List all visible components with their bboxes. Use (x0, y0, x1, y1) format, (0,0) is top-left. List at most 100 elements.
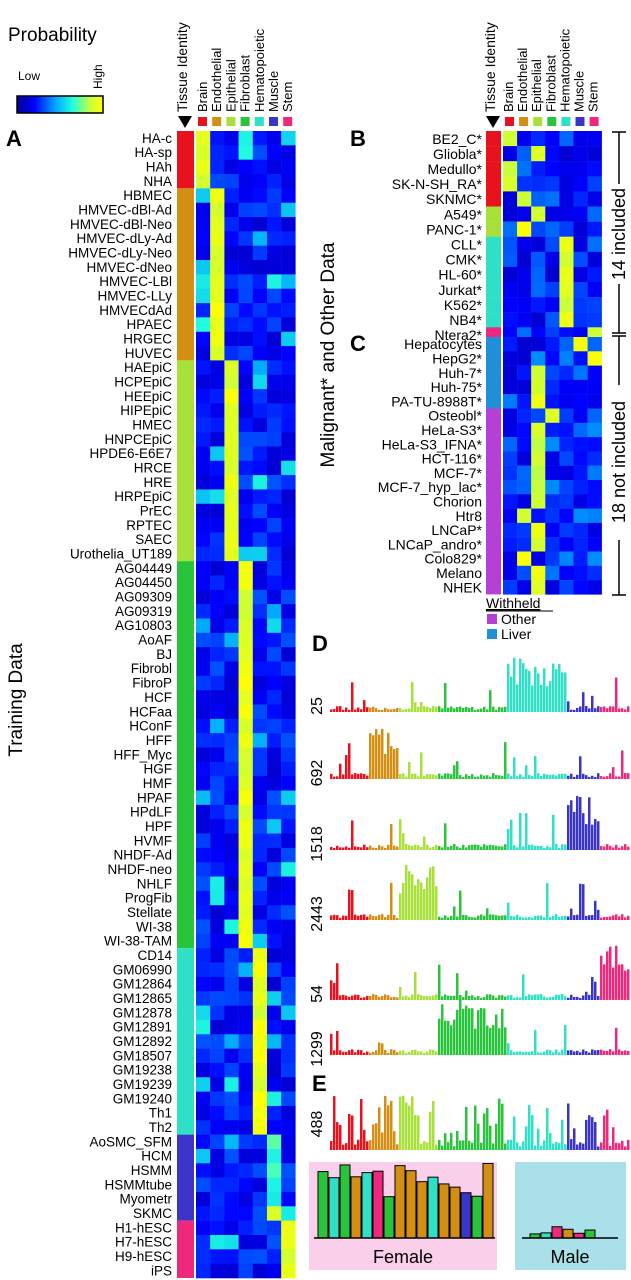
track-bar-d (483, 706, 486, 712)
heatmap-cell-a (238, 1077, 253, 1092)
heatmap-cell-a (224, 991, 239, 1006)
heatmap-cell-a (224, 1019, 239, 1035)
track-bar-d (516, 1051, 519, 1055)
track-bar-d (471, 995, 474, 1000)
row-label-a: GM06990 (113, 962, 172, 977)
track-bar-d (585, 775, 588, 779)
row-label-a: HMVEC-dBl-Ad (78, 202, 172, 217)
female-bar (317, 1171, 329, 1239)
track-bar-d (579, 1052, 582, 1055)
heatmap-cell-c (559, 465, 574, 481)
identity-bar-a-4 (177, 948, 194, 1135)
heatmap-cell-a (252, 933, 268, 949)
heatmap-cell-a (196, 374, 211, 390)
heatmap-cell-a (224, 131, 239, 146)
track-bar-d (513, 757, 516, 779)
track-bar-d (396, 917, 399, 920)
track-bar-d (441, 1004, 444, 1055)
heatmap-cell-b (559, 146, 574, 162)
track-bar-d (375, 916, 378, 920)
row-label-a: HMVEC-dBl-Neo (70, 217, 172, 232)
track-bar-d (447, 846, 450, 850)
identity-bar-a-3 (177, 561, 194, 949)
heatmap-cell-a (252, 604, 268, 619)
track-bar-d (462, 997, 465, 1000)
heatmap-cell-c (517, 408, 532, 423)
track-bar-e (402, 1095, 405, 1150)
track-bar-d (504, 1027, 507, 1055)
track-bar-d (438, 773, 441, 779)
track-bar-d (609, 845, 612, 850)
heatmap-cell-a (281, 260, 296, 275)
heatmap-cell-c (559, 565, 574, 581)
heatmap-cell-b (573, 146, 588, 162)
track-bar-d (345, 755, 348, 779)
track-bar-d (423, 775, 426, 779)
heatmap-cell-c (587, 337, 602, 352)
heatmap-cell-a (252, 761, 268, 777)
track-bar-d (357, 707, 360, 712)
heatmap-cell-b (573, 282, 588, 298)
heatmap-cell-a (281, 1191, 296, 1207)
heatmap-cell-a (196, 1234, 211, 1250)
track-bar-d (468, 916, 471, 920)
heatmap-cell-a (252, 1048, 268, 1064)
track-bar-d (477, 915, 480, 920)
heatmap-cell-b (531, 236, 546, 252)
heatmap-cell-a (281, 661, 296, 677)
track-bar-e (477, 1123, 480, 1150)
heatmap-cell-b (531, 191, 546, 207)
track-bar-d (546, 1049, 549, 1055)
track-bar-d (384, 847, 387, 850)
heatmap-cell-c (503, 437, 518, 452)
heatmap-cell-a (252, 733, 268, 748)
track-bar-d (351, 1049, 354, 1055)
track-bar-d (519, 1051, 522, 1055)
row-label-a: GM12865 (113, 991, 172, 1006)
track-bar-d (561, 916, 564, 920)
track-bar-e (618, 1143, 621, 1150)
header-tissue-b-4: Hematopoietic (557, 28, 572, 112)
track-bar-d (345, 707, 348, 712)
row-label-c: HeLa-S3_IFNA* (382, 436, 483, 452)
row-label-a: HPdLF (130, 805, 172, 820)
heatmap-cell-a (210, 618, 225, 634)
heatmap-cell-a (210, 948, 225, 963)
heatmap-cell-a (210, 976, 225, 992)
track-bar-d (591, 915, 594, 920)
heatmap-cell-a (210, 718, 225, 734)
heatmap-cell-c (587, 580, 602, 595)
heatmap-cell-a (196, 690, 211, 705)
track-bar-e (330, 1141, 333, 1150)
row-label-a: GM19238 (113, 1063, 172, 1078)
heatmap-cell-a (224, 317, 239, 333)
track-bar-d (546, 997, 549, 1000)
track-bar-d (612, 847, 615, 850)
heatmap-cell-a (281, 503, 296, 519)
heatmap-cell-a (210, 833, 225, 849)
track-bar-d (417, 845, 420, 850)
row-label-a: GM12891 (113, 1020, 172, 1035)
track-bar-d (447, 773, 450, 779)
track-bar-d (432, 866, 435, 920)
track-bar-e (525, 1126, 528, 1150)
track-bar-d (387, 709, 390, 712)
track-bar-e (441, 1145, 444, 1150)
track-bar-d (378, 709, 381, 712)
heatmap-cell-a (224, 604, 239, 619)
heatmap-cell-c (559, 508, 574, 524)
heatmap-cell-a (210, 303, 225, 318)
heatmap-cell-c (503, 351, 518, 366)
included-bracket (612, 131, 626, 596)
track-bar-d (348, 847, 351, 850)
heatmap-cell-a (267, 733, 282, 748)
track-bar-e (504, 1143, 507, 1150)
heatmap-cell-a (252, 876, 268, 892)
track-bar-d (510, 676, 513, 712)
row-label-a: HPAEC (126, 317, 172, 332)
heatmap-cell-a (224, 1163, 239, 1178)
heatmap-cell-c (531, 351, 546, 366)
track-bar-d (540, 775, 543, 779)
track-bar-d (447, 707, 450, 712)
heatmap-cell-a (267, 288, 282, 304)
